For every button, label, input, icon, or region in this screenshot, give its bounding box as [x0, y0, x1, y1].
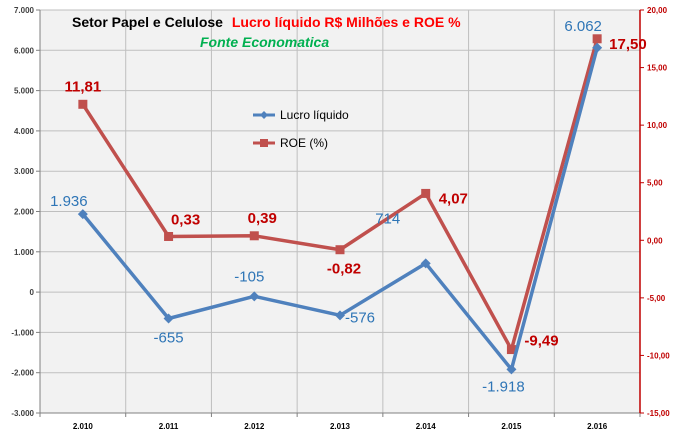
lucro-point: [592, 42, 603, 53]
roe-data-label: -9,49: [524, 333, 558, 350]
lucro-data-label: -105: [234, 268, 264, 285]
x-axis-tick-label: 2.013: [330, 422, 351, 431]
x-axis-tick-label: 2.011: [159, 422, 179, 431]
title-part-2: Lucro líquido R$ Milhões e ROE %: [232, 14, 461, 30]
right-axis-tick-label: 15,00: [647, 64, 668, 73]
right-axis-tick-label: -5,00: [647, 294, 666, 303]
roe-data-label: 11,81: [64, 78, 101, 95]
series-layer: [77, 34, 603, 375]
left-axis-tick-label: 1.000: [14, 248, 35, 257]
roe-point: [592, 34, 602, 44]
left-axis-tick-label: -3.000: [11, 409, 34, 418]
x-axis-tick-label: 2.010: [73, 422, 94, 431]
legend-label-roe: ROE (%): [280, 136, 328, 150]
lucro-data-label: -1.918: [482, 378, 525, 395]
roe-point: [506, 345, 516, 355]
left-axis-tick-label: 3.000: [14, 167, 35, 176]
right-axis-tick-label: 20,00: [647, 6, 668, 15]
lucro-point: [506, 364, 517, 375]
legend-marker-roe: [260, 139, 268, 147]
legend-item-roe: ROE (%): [253, 136, 328, 150]
x-axis-tick-label: 2.012: [244, 422, 265, 431]
legend-marker-lucro: [260, 111, 268, 119]
roe-point: [249, 231, 259, 241]
roe-data-label: 0,33: [171, 211, 200, 228]
left-axis-tick-label: 4.000: [14, 127, 35, 136]
roe-data-label: -0,82: [327, 261, 361, 278]
roe-point: [164, 231, 174, 241]
lucro-data-label: 6.062: [564, 18, 602, 35]
lucro-point: [249, 291, 260, 302]
x-axis-tick-label: 2.016: [587, 422, 608, 431]
lucro-point: [77, 209, 88, 220]
left-axis-tick-label: -2.000: [11, 369, 34, 378]
right-axis-tick-label: 0,00: [647, 236, 663, 245]
roe-data-label: 17,50: [609, 36, 647, 53]
lucro-point: [163, 313, 174, 324]
left-axis-tick-label: 5.000: [14, 87, 35, 96]
left-axis-tick-label: 2.000: [14, 208, 35, 217]
data-labels: 1.936 -655 -105 -576 714 -1.918 6.062 11,81 0,33…: [50, 18, 647, 396]
legend-item-lucro: Lucro líquido: [253, 108, 349, 122]
lucro-data-label: 1.936: [50, 193, 88, 210]
right-axis-tick-label: -15,00: [647, 409, 670, 418]
x-axis-tick-label: 2.015: [501, 422, 522, 431]
roe-point: [335, 245, 345, 255]
legend-label-lucro: Lucro líquido: [280, 108, 349, 122]
right-axis-tick-label: 10,00: [647, 121, 668, 130]
roe-point: [421, 188, 431, 198]
chart-title: Setor Papel e Celulose Lucro líquido R$ …: [72, 14, 461, 30]
title-part-1: Setor Papel e Celulose: [72, 14, 223, 30]
left-axis-tick-label: -1.000: [11, 328, 34, 337]
right-axis-tick-label: 5,00: [647, 179, 663, 188]
axes: -3.000 -2.000 -1.000 0 1.000 2.000 3.000 4.000 5…: [11, 6, 670, 431]
lucro-point: [420, 258, 431, 269]
x-axis-tick-label: 2.014: [416, 422, 437, 431]
lucro-data-label: 714: [375, 210, 400, 227]
legend: Lucro líquido ROE (%): [253, 108, 349, 150]
left-axis-tick-label: 6.000: [14, 46, 35, 55]
lucro-data-label: -576: [345, 309, 375, 326]
chart-subtitle: Fonte Economatica: [200, 34, 329, 50]
roe-point: [78, 99, 88, 109]
right-axis-tick-label: -10,00: [647, 351, 670, 360]
roe-data-label: 4,07: [439, 190, 468, 207]
left-axis-tick-label: 0: [30, 288, 35, 297]
left-axis-tick-label: 7.000: [14, 6, 35, 15]
roe-data-label: 0,39: [248, 210, 277, 227]
lucro-point: [335, 310, 345, 321]
lucro-data-label: -655: [154, 329, 184, 346]
